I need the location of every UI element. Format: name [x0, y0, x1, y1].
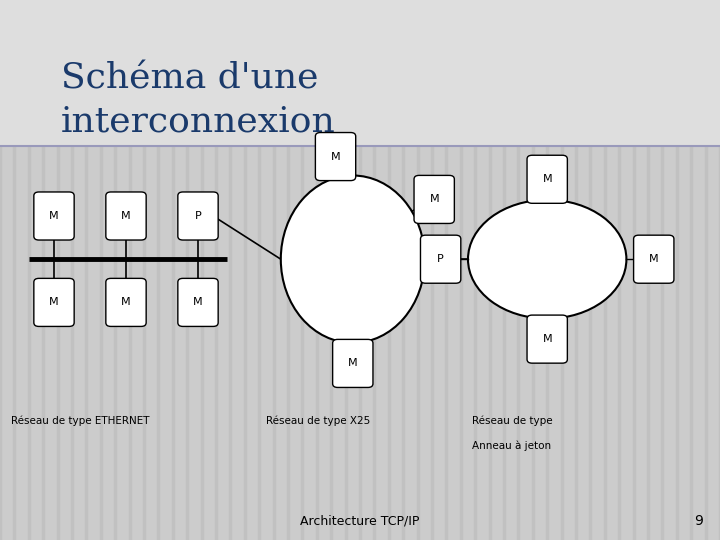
FancyBboxPatch shape	[106, 279, 146, 326]
Text: P: P	[194, 211, 202, 221]
FancyBboxPatch shape	[420, 235, 461, 283]
Text: Schéma d'une: Schéma d'une	[61, 62, 319, 95]
Text: M: M	[429, 194, 439, 205]
FancyBboxPatch shape	[106, 192, 146, 240]
Text: M: M	[542, 174, 552, 184]
FancyBboxPatch shape	[333, 339, 373, 388]
Text: interconnexion: interconnexion	[61, 105, 336, 138]
Text: 9: 9	[694, 514, 703, 528]
Ellipse shape	[281, 176, 425, 343]
Text: Architecture TCP/IP: Architecture TCP/IP	[300, 515, 420, 528]
Text: Réseau de type: Réseau de type	[472, 416, 552, 427]
Text: M: M	[193, 298, 203, 307]
FancyBboxPatch shape	[34, 192, 74, 240]
Text: M: M	[330, 152, 341, 161]
FancyBboxPatch shape	[178, 192, 218, 240]
Text: M: M	[348, 359, 358, 368]
Text: Anneau à jeton: Anneau à jeton	[472, 440, 551, 451]
FancyBboxPatch shape	[634, 235, 674, 283]
Text: M: M	[49, 298, 59, 307]
Circle shape	[468, 200, 626, 319]
Text: M: M	[49, 211, 59, 221]
Text: M: M	[121, 298, 131, 307]
Text: M: M	[649, 254, 659, 264]
FancyBboxPatch shape	[414, 176, 454, 224]
FancyBboxPatch shape	[527, 315, 567, 363]
FancyBboxPatch shape	[315, 132, 356, 180]
Text: Réseau de type ETHERNET: Réseau de type ETHERNET	[11, 416, 149, 427]
FancyBboxPatch shape	[0, 0, 720, 146]
Text: M: M	[121, 211, 131, 221]
FancyBboxPatch shape	[34, 279, 74, 326]
Text: Réseau de type X25: Réseau de type X25	[266, 416, 371, 427]
FancyBboxPatch shape	[178, 279, 218, 326]
Text: M: M	[542, 334, 552, 344]
Text: P: P	[437, 254, 444, 264]
FancyBboxPatch shape	[527, 156, 567, 203]
